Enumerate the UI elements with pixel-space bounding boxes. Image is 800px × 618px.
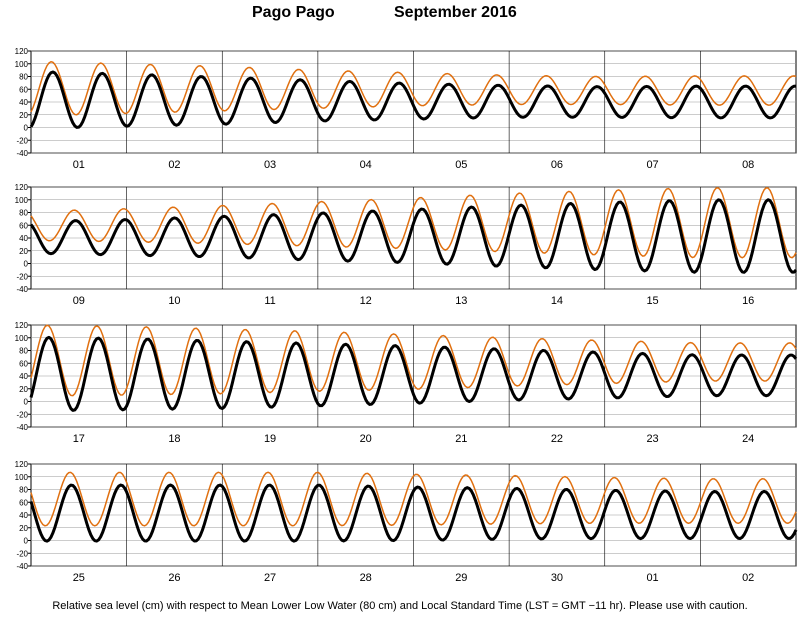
- y-tick-label: 20: [19, 111, 28, 120]
- y-tick-label: 20: [19, 524, 28, 533]
- day-label: 14: [551, 295, 563, 307]
- black-tide-line: [29, 70, 797, 129]
- day-label: 11: [264, 295, 275, 307]
- day-label: 10: [168, 295, 180, 307]
- chart-title: Pago Pago September 2016: [0, 4, 800, 26]
- day-label: 15: [646, 295, 658, 307]
- day-label: 26: [168, 572, 180, 584]
- day-label: 01: [646, 572, 658, 584]
- y-tick-label: 80: [19, 209, 28, 218]
- day-label: 18: [168, 433, 180, 445]
- day-label: 02: [168, 159, 180, 171]
- day-label: 23: [646, 433, 658, 445]
- day-label: 28: [360, 572, 372, 584]
- day-label: 30: [551, 572, 563, 584]
- y-tick-label: -40: [16, 423, 28, 432]
- day-label: 29: [455, 572, 467, 584]
- y-tick-label: 100: [15, 334, 29, 343]
- day-label: 24: [742, 433, 754, 445]
- day-label: 08: [742, 159, 754, 171]
- day-label: 22: [551, 433, 563, 445]
- day-label: 21: [455, 433, 467, 445]
- y-tick-label: 40: [19, 511, 28, 520]
- day-label: 12: [360, 295, 372, 307]
- y-tick-label: 80: [19, 347, 28, 356]
- day-label: 19: [264, 433, 276, 445]
- y-tick-label: -20: [16, 410, 28, 419]
- y-tick-label: 80: [19, 73, 28, 82]
- y-tick-label: 80: [19, 486, 28, 495]
- y-tick-label: 60: [19, 359, 28, 368]
- day-label: 06: [551, 159, 563, 171]
- y-tick-label: 40: [19, 98, 28, 107]
- y-tick-label: 100: [15, 60, 29, 69]
- black-tide-line: [29, 483, 798, 543]
- day-label: 27: [264, 572, 276, 584]
- day-label: 25: [73, 572, 85, 584]
- day-label: 13: [455, 295, 467, 307]
- day-label: 05: [455, 159, 467, 171]
- y-tick-label: 0: [24, 398, 29, 407]
- y-tick-label: 60: [19, 85, 28, 94]
- y-tick-label: -20: [16, 136, 28, 145]
- y-tick-label: 0: [24, 260, 29, 269]
- day-label: 07: [646, 159, 658, 171]
- y-tick-label: 120: [15, 460, 29, 469]
- black-tide-line: [29, 335, 798, 412]
- day-label: 16: [742, 295, 754, 307]
- y-tick-label: 40: [19, 234, 28, 243]
- y-tick-label: 0: [24, 124, 29, 133]
- day-label: 17: [73, 433, 85, 445]
- y-tick-label: 60: [19, 221, 28, 230]
- y-tick-label: 40: [19, 372, 28, 381]
- day-label: 04: [360, 159, 372, 171]
- y-tick-label: 120: [15, 47, 29, 56]
- orange-tide-line: [30, 471, 797, 527]
- station-name: Pago Pago: [252, 4, 335, 21]
- day-label: 20: [360, 433, 372, 445]
- chart-caption: Relative sea level (cm) with respect to …: [52, 600, 748, 612]
- day-label: 03: [264, 159, 276, 171]
- y-tick-label: -40: [16, 149, 28, 158]
- day-label: 02: [742, 572, 754, 584]
- y-tick-label: -40: [16, 562, 28, 571]
- day-label: 01: [73, 159, 85, 171]
- y-tick-label: 0: [24, 537, 29, 546]
- orange-tide-line: [30, 187, 797, 259]
- day-label: 09: [73, 295, 85, 307]
- y-tick-label: -20: [16, 549, 28, 558]
- y-tick-label: -40: [16, 285, 28, 294]
- month-year: September 2016: [394, 4, 517, 21]
- orange-tide-line: [30, 61, 797, 116]
- y-tick-label: 20: [19, 247, 28, 256]
- y-tick-label: 100: [15, 473, 29, 482]
- y-tick-label: 60: [19, 498, 28, 507]
- y-tick-label: -20: [16, 272, 28, 281]
- y-tick-label: 20: [19, 385, 28, 394]
- y-tick-label: 120: [15, 321, 29, 330]
- y-tick-label: 120: [15, 183, 29, 192]
- y-tick-label: 100: [15, 196, 29, 205]
- black-tide-line: [29, 198, 798, 274]
- orange-tide-line: [30, 324, 797, 397]
